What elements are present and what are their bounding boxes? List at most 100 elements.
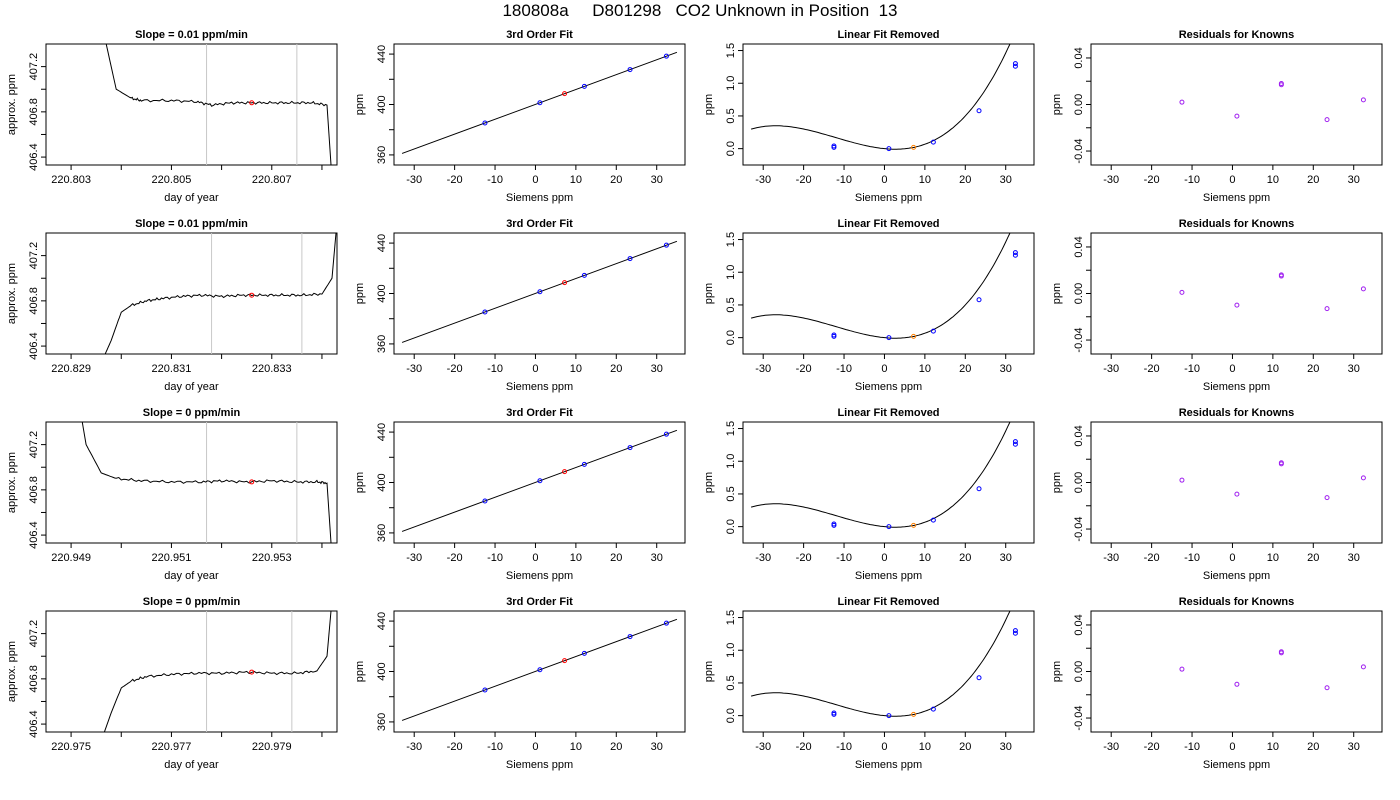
known-point (886, 524, 892, 530)
known-point (627, 256, 633, 262)
x-tick-label: 0 (532, 552, 538, 564)
known-point (886, 335, 892, 341)
plot-area (1179, 649, 1366, 691)
residual-point (1179, 289, 1185, 295)
fit-line (401, 429, 678, 532)
x-tick-label: -20 (796, 174, 812, 186)
x-tick-label: 220.805 (152, 174, 192, 186)
y-tick-label: 0.5 (725, 486, 737, 501)
residual-point (1360, 664, 1366, 670)
residual-point (1234, 302, 1240, 308)
x-tick-label: 20 (610, 363, 622, 375)
known-point (1012, 441, 1018, 447)
known-point (831, 143, 837, 149)
y-tick-label: 406.8 (28, 98, 40, 126)
plot-frame (45, 43, 338, 166)
known-point (930, 139, 936, 145)
x-tick-label: 10 (570, 741, 582, 753)
residual-point (1234, 113, 1240, 119)
ppm-trace (103, 611, 332, 732)
x-tick-label: 0 (881, 363, 887, 375)
y-tick-label: 406.8 (28, 665, 40, 693)
panel-title: 3rd Order Fit (506, 407, 573, 419)
known-point (482, 120, 488, 126)
x-tick-label: 20 (610, 174, 622, 186)
y-tick-label: 1.5 (725, 232, 737, 247)
fit-curve (750, 233, 1011, 339)
unknown-point (562, 280, 568, 286)
y-tick-label: 0.00 (1073, 283, 1085, 304)
x-tick-label: -30 (406, 363, 422, 375)
ppm-trace (104, 233, 337, 354)
chart-panel: Residuals for Knowns -30 -20 -10 0 10 20 30 -0.0… (1051, 218, 1383, 393)
residual-point (1179, 666, 1185, 672)
y-axis-label: ppm (1051, 472, 1063, 493)
plot-area (401, 51, 678, 154)
residual-point (1360, 97, 1366, 103)
x-tick-label: 10 (919, 741, 931, 753)
y-tick-label: 1.5 (725, 610, 737, 625)
y-axis-label: approx. ppm (6, 641, 18, 702)
x-tick-label: -30 (406, 741, 422, 753)
x-axis-label: Siemens ppm (506, 192, 573, 204)
plot-frame (742, 232, 1035, 355)
x-axis-label: Siemens ppm (506, 570, 573, 582)
x-tick-label: -20 (447, 741, 463, 753)
y-tick-label: 400 (376, 95, 388, 113)
fit-curve (750, 44, 1011, 150)
x-axis-label: Siemens ppm (855, 192, 922, 204)
y-tick-label: 0.0 (725, 708, 737, 723)
y-axis-label: approx. ppm (6, 452, 18, 513)
y-axis-label: approx. ppm (6, 74, 18, 135)
chart-panel: 3rd Order Fit -30 -20 -10 0 10 20 30 360 400 440 Si… (354, 596, 686, 771)
plot-area (105, 44, 332, 165)
chart-panel: Slope = 0.01 ppm/min 220.803 220.805 220.80… (6, 29, 338, 204)
known-point (581, 650, 587, 656)
known-point (482, 309, 488, 315)
x-tick-label: 20 (1307, 174, 1319, 186)
residual-point (1179, 477, 1185, 483)
x-tick-label: -20 (796, 552, 812, 564)
chart-panel: Linear Fit Removed -30 -20 -10 0 10 20 30 0.0 0.5… (703, 407, 1035, 582)
y-axis-label: ppm (1051, 283, 1063, 304)
unknown-point (562, 469, 568, 475)
x-tick-label: 0 (532, 174, 538, 186)
x-axis-label: Siemens ppm (506, 381, 573, 393)
y-tick-label: 407.2 (28, 431, 40, 459)
x-axis-label: Siemens ppm (1203, 192, 1270, 204)
known-point (663, 242, 669, 248)
known-point (663, 53, 669, 59)
x-tick-label: 10 (570, 552, 582, 564)
y-tick-label: 1.0 (725, 76, 737, 91)
panel-title: Linear Fit Removed (837, 407, 939, 419)
x-tick-label: -20 (447, 552, 463, 564)
plot-frame (1090, 421, 1383, 544)
known-point (627, 445, 633, 451)
plot-area (750, 233, 1018, 341)
x-tick-label: -20 (796, 363, 812, 375)
x-tick-label: -30 (755, 363, 771, 375)
y-tick-label: 440 (376, 45, 388, 63)
x-tick-label: 220.831 (152, 363, 192, 375)
plot-area (401, 429, 678, 532)
x-tick-label: -30 (1103, 741, 1119, 753)
known-point (1012, 63, 1018, 69)
x-tick-label: -20 (447, 174, 463, 186)
y-tick-label: 400 (376, 662, 388, 680)
fit-line (401, 240, 678, 343)
x-tick-label: 30 (651, 741, 663, 753)
plot-frame (1090, 232, 1383, 355)
x-tick-label: 220.803 (51, 174, 91, 186)
x-tick-label: 10 (919, 174, 931, 186)
y-tick-label: 440 (376, 612, 388, 630)
x-tick-label: 0 (1229, 552, 1235, 564)
x-axis-label: Siemens ppm (855, 381, 922, 393)
chart-panel: Residuals for Knowns -30 -20 -10 0 10 20 30 -0.0… (1051, 29, 1383, 204)
known-point (1012, 252, 1018, 258)
x-tick-label: 0 (1229, 741, 1235, 753)
y-tick-label: 0.04 (1073, 236, 1085, 257)
x-tick-label: -30 (1103, 174, 1119, 186)
x-tick-label: 0 (1229, 174, 1235, 186)
y-axis-label: ppm (354, 94, 366, 115)
